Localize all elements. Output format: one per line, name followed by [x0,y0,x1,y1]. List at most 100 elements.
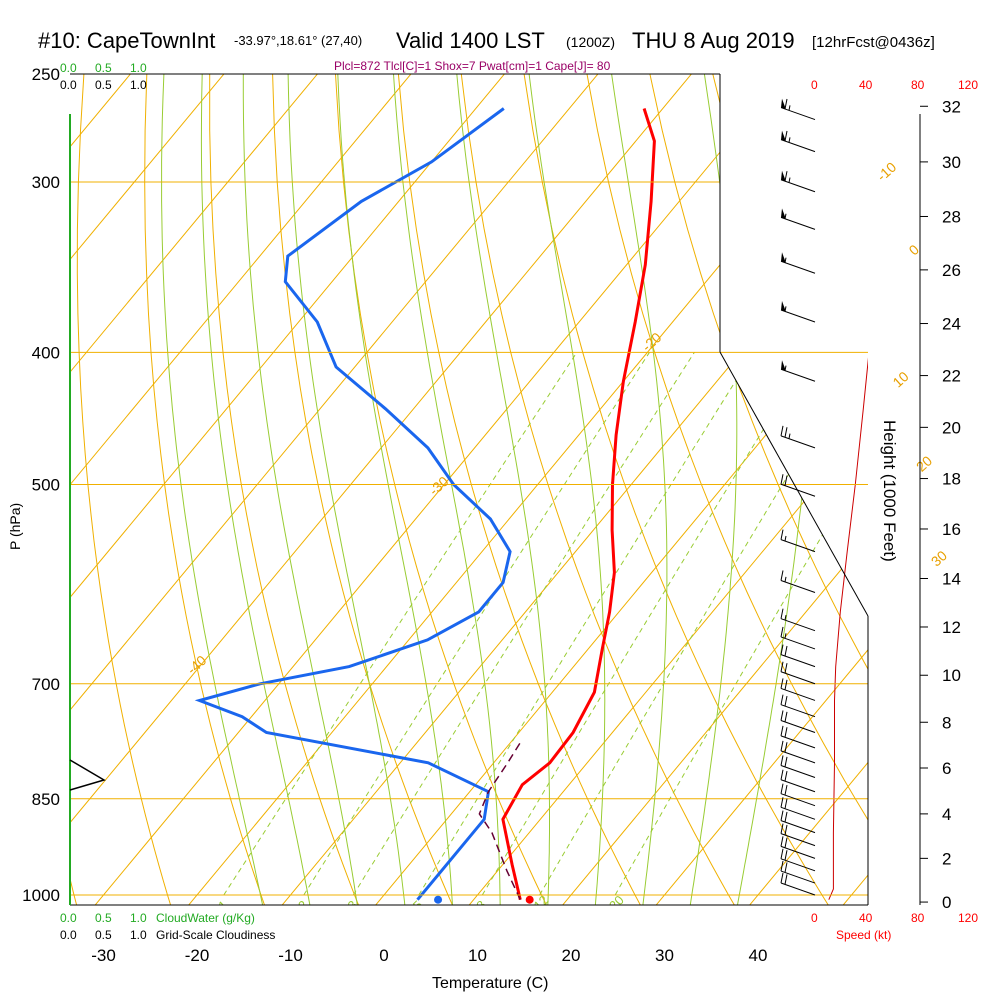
parcel-curve [478,739,523,901]
temperature-tick: 40 [749,946,768,965]
wind-barb-staff [780,687,816,701]
isotherm-label: 20 [913,452,935,474]
speed-tick: 120 [958,78,978,92]
frame-diagonal [719,351,869,617]
wind-barb-flag [780,836,784,847]
wind-barb-flag [784,874,788,885]
height-tick: 26 [942,261,961,280]
pressure-tick: 850 [32,790,60,809]
mixing-ratio-line [418,352,755,896]
wind-barb-staff [780,806,816,820]
wind-barb-flag [784,711,788,722]
mixing-ratio-label: 3 [344,897,360,913]
isotherm [172,74,868,905]
height-tick: 28 [942,207,961,226]
wind-barb-flag [780,474,784,485]
dry-adiabat [685,74,868,905]
wind-barb-staff [780,765,816,778]
x-axis-label: Temperature (C) [432,975,548,992]
dry-adiabat [271,74,462,905]
isotherm [0,0,53,924]
isotherm [70,74,615,905]
wind-barb-half-flag [784,535,787,542]
temperature-curve [501,108,656,901]
height-tick: 2 [942,849,951,868]
wind-barb-flag [784,727,788,738]
isotherm [733,74,868,905]
dry-adiabat [923,0,1000,924]
mixing-ratio-line [223,352,578,896]
wind-barb-flag [780,425,784,436]
y-axis-label: P (hPa) [7,503,23,550]
wind-barb-pennant [781,98,786,110]
wind-barb-flag [784,663,788,674]
wind-barb-half-flag [784,576,787,582]
height-tick: 14 [942,569,961,588]
isotherm-label: 10 [889,368,911,390]
speed-tick: 0 [811,78,818,92]
surface-temperature-dot [525,895,534,904]
wind-barb-pennant [781,130,786,142]
isotherm [70,74,522,905]
wind-barb-staff [780,882,816,896]
wind-barb-flag [780,783,784,794]
pressure-tick: 1000 [22,886,60,905]
cloudwater-tick: 0.5 [95,61,112,75]
bottom-cloudwater-scale: 0.0 0.5 1.0 CloudWater (g/Kg) 0.0 0.5 1.… [60,911,275,942]
cloudiness-tick: 0.0 [60,78,77,92]
moist-adiabat [200,74,314,905]
speed-tick: 0 [811,911,818,925]
isotherm [640,74,868,905]
wind-barb-flag [784,742,788,753]
wind-barb-flag [784,811,788,823]
speed-tick: 40 [859,911,873,925]
valid-time: Valid 1400 LST [396,28,545,53]
station-title: #10: CapeTownInt [38,28,215,53]
height-tick: 0 [942,893,951,912]
moist-adiabat [594,74,668,905]
wind-barb-staff [780,870,816,884]
isotherm [70,74,148,905]
cloudiness-label: Grid-Scale Cloudiness [156,928,275,942]
wind-barb-staff [780,820,816,834]
isotherm-label: -50 [0,789,2,815]
wind-barb-flag [784,695,788,707]
wind-barb-pennant [781,252,786,264]
temperature-tick: 30 [655,946,674,965]
dry-adiabat [76,74,177,905]
moist-adiabat [447,74,550,905]
height-tick: 20 [942,418,961,437]
wind-barb-half-flag [784,614,787,621]
wind-barb-flag [784,862,788,873]
mixing-ratio-label: 1 [215,897,231,913]
temperature-tick: 0 [379,946,388,965]
wind-barb-half-flag [788,177,791,183]
wind-barb-half-flag [784,306,787,312]
isotherm [546,74,868,905]
top-cloudwater-scale: 0.0 0.5 1.0 0.0 0.5 1.0 [60,61,147,92]
wind-barb-flag [784,130,788,142]
isotherm [359,74,868,905]
dry-adiabat [209,74,367,905]
cloud-profile [69,759,106,791]
moist-adiabat [287,74,408,905]
wind-barb-flag [780,608,784,619]
pressure-tick: 700 [32,675,60,694]
moist-adiabat [685,74,738,905]
wind-barb-half-flag [784,257,787,263]
speed-tick: 40 [859,78,873,92]
height-tick: 30 [942,153,961,172]
height-tick: 4 [942,805,951,824]
wind-barb-flag [780,797,784,808]
wind-barb-flag [784,756,788,767]
cloudiness-tick: 1.0 [130,928,147,942]
isotherm-label: -20 [639,329,665,355]
wind-barb-flag [780,872,784,884]
wind-barb-staff [780,735,816,749]
wind-barb-staff [780,139,816,153]
wind-barb-staff [780,260,816,274]
wind-barb-flag [780,529,784,540]
dry-adiabat [567,74,868,905]
dry-adiabat [390,74,651,905]
station-location: -33.97°,18.61° (27,40) [234,33,362,48]
